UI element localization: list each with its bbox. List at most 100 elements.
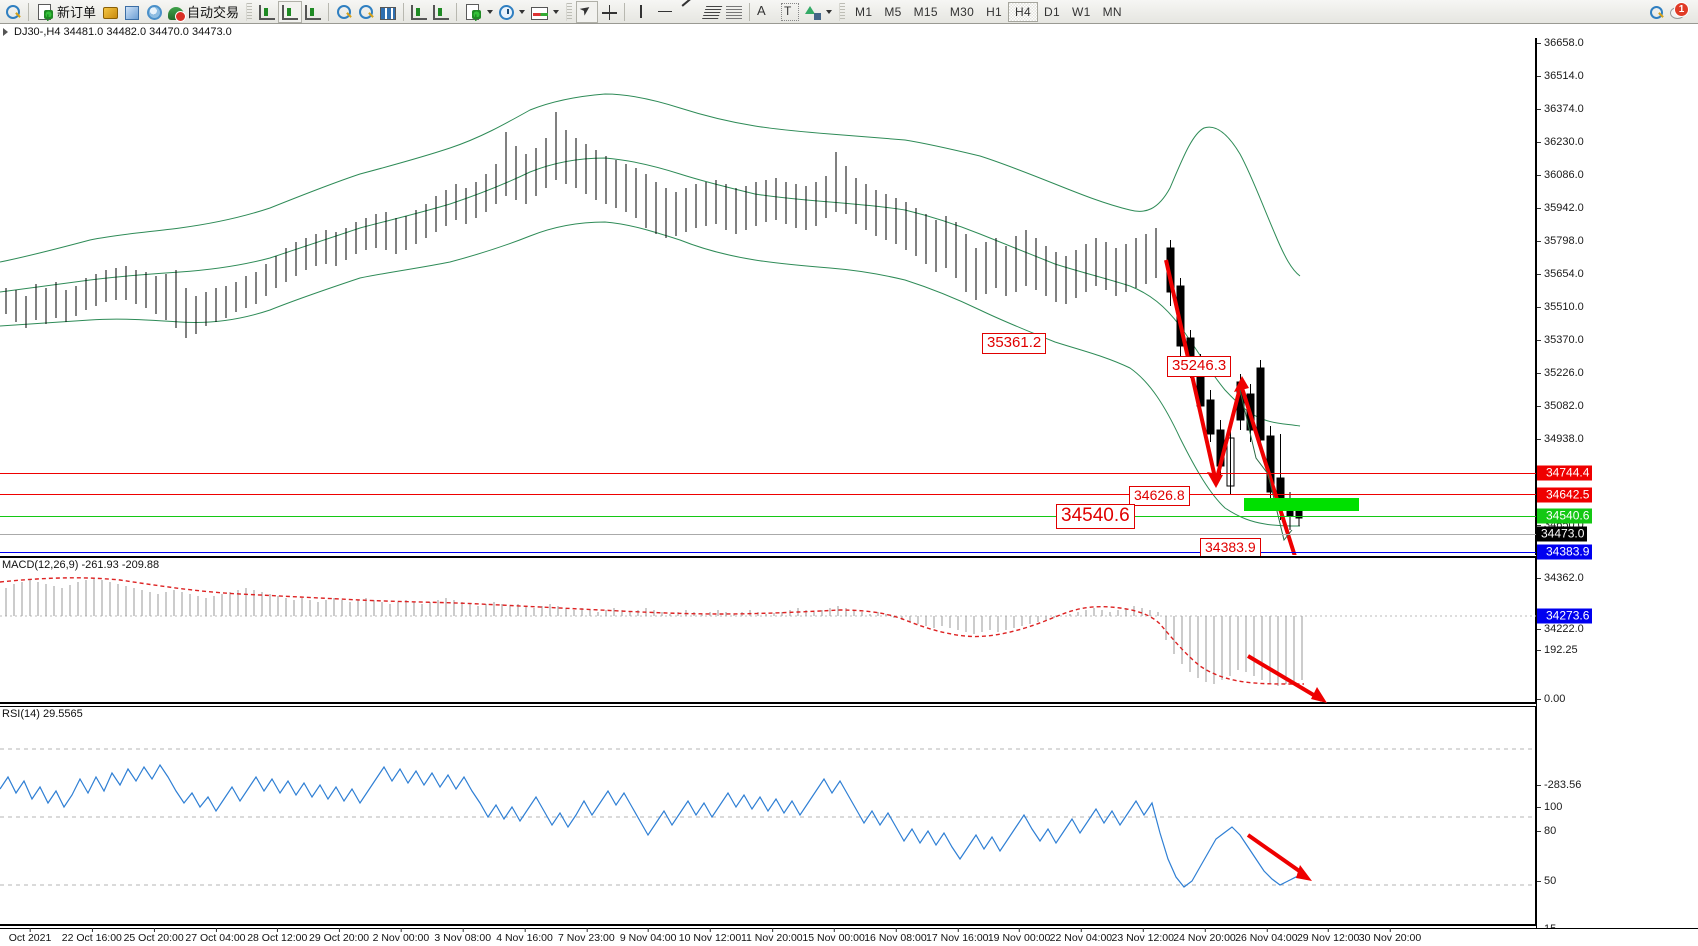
rsi-tick-100: 100 (1537, 801, 1562, 813)
price-tick: 35798.0 (1537, 235, 1584, 247)
new-order-button[interactable]: 新订单 (33, 1, 99, 23)
rsi-line (0, 763, 1305, 888)
vertical-line-button[interactable] (629, 1, 653, 23)
annotation-34540[interactable]: 34540.6 (1056, 504, 1135, 529)
price-tick: 35082.0 (1537, 400, 1584, 412)
macd-histogram (5, 578, 1303, 686)
chevron-down-icon-4[interactable] (826, 9, 833, 14)
period-button[interactable] (496, 1, 528, 23)
level-line-34642 (0, 494, 1536, 495)
shapes-icon (805, 6, 822, 20)
auto-trading-label: 自动交易 (187, 5, 240, 20)
market-watch-button[interactable] (121, 1, 143, 23)
timeframe-m5[interactable]: M5 (884, 4, 902, 19)
navigator-button[interactable] (143, 1, 165, 23)
timeframe-h1[interactable]: H1 (986, 4, 1003, 19)
price-tick: 34362.0 (1537, 572, 1584, 584)
price-level-label-34540[interactable]: 34540.6 (1537, 508, 1593, 524)
chart-container[interactable]: 35361.2 35246.3 34626.8 34540.6 34383.9 … (0, 37, 1698, 935)
time-label: 29 Oct 20:00 (309, 928, 370, 944)
bar-chart-button[interactable] (256, 1, 278, 23)
fibo-button[interactable] (701, 1, 723, 23)
toolbar-grip[interactable] (246, 2, 253, 21)
current-price-label-34473: 34473.0 (1537, 526, 1588, 542)
timeframe-w1[interactable]: W1 (1071, 4, 1091, 19)
price-level-label-34744[interactable]: 34744.4 (1537, 465, 1593, 481)
time-axis-continued[interactable]: 17 Nov 16:00 (0, 928, 1698, 946)
line-chart-button[interactable] (302, 1, 324, 23)
time-label: 23 Nov 12:00 (1111, 928, 1174, 944)
auto-scroll-button[interactable] (430, 1, 452, 23)
macd-tick-bottom: -283.56 (1537, 779, 1581, 791)
time-label: 15 Nov 00:00 (802, 928, 865, 944)
price-level-label-34273[interactable]: 34273.6 (1537, 608, 1593, 624)
price-tick: 36230.0 (1537, 136, 1584, 148)
new-order-label: 新订单 (57, 5, 97, 20)
fibo-f-button[interactable] (723, 1, 745, 23)
cursor-button[interactable] (576, 0, 599, 23)
chevron-down-icon[interactable] (487, 9, 494, 14)
price-level-label-34383[interactable]: 34383.9 (1537, 544, 1593, 560)
time-label: 16 Nov 08:00 (864, 928, 927, 944)
zoom-in-button[interactable] (333, 1, 355, 23)
candlestick-chart-button[interactable] (278, 0, 303, 23)
arrow-head-rsi (1296, 865, 1312, 881)
toolbar-grip-2[interactable] (566, 2, 573, 21)
search-button[interactable] (1645, 1, 1667, 23)
timeframe-m15[interactable]: M15 (913, 4, 938, 19)
chevron-down-icon-3[interactable] (553, 9, 560, 14)
down-arrow-rsi (1246, 833, 1307, 877)
horizontal-line-button[interactable] (653, 1, 677, 23)
annotation-34383[interactable]: 34383.9 (1200, 538, 1261, 558)
trendline-button[interactable] (677, 1, 701, 23)
scroll-left-icon[interactable] (2, 1, 24, 23)
bar-chart-icon (259, 5, 276, 20)
data-window-icon (380, 6, 397, 20)
add-indicator-button[interactable] (461, 1, 496, 23)
bollinger-middle-band (0, 157, 1301, 427)
chevron-down-icon-2[interactable] (519, 9, 526, 14)
candlestick-series (5, 112, 1303, 530)
trendline-icon (680, 3, 698, 21)
annotation-35246[interactable]: 35246.3 (1167, 356, 1232, 377)
timeframe-d1[interactable]: D1 (1044, 4, 1060, 19)
timeframe-h4[interactable]: H4 (1008, 1, 1038, 22)
alerts-button[interactable]: 1 (1667, 1, 1690, 23)
toolbar-divider-3 (403, 2, 405, 21)
zoom-out-button[interactable] (355, 1, 377, 23)
crosshair-button[interactable] (598, 1, 620, 23)
bollinger-upper-band (0, 93, 1301, 277)
data-window-button[interactable] (377, 1, 399, 23)
time-axis[interactable]: Oct 2021 22 Oct 16:00 25 Oct 20:00 27 Oct 0… (0, 928, 1698, 946)
gold-button[interactable] (99, 1, 121, 23)
rsi-pane[interactable]: RSI(14) 29.5565 (0, 706, 1536, 926)
price-tick: 36374.0 (1537, 103, 1584, 115)
auto-trading-button[interactable]: 自动交易 (165, 1, 242, 23)
label-button[interactable]: T (778, 1, 802, 23)
shapes-button[interactable] (802, 1, 835, 23)
toolbar-grip-3[interactable] (839, 2, 846, 21)
level-line-34744 (0, 473, 1536, 474)
timeframe-m1[interactable]: M1 (855, 4, 873, 19)
annotation-34626[interactable]: 34626.8 (1129, 486, 1190, 506)
macd-tick-zero: 0.00 (1537, 693, 1565, 705)
chart-shift-button[interactable] (408, 1, 430, 23)
down-projection-arrow-price (1240, 387, 1297, 555)
symbol-ohlc-text: DJ30-,H4 34481.0 34482.0 34470.0 34473.0 (14, 25, 232, 38)
time-label: 27 Oct 04:00 (185, 928, 246, 944)
price-axis-column[interactable]: 36658.0 36514.0 36374.0 36230.0 36086.0 … (1536, 37, 1698, 935)
up-correction-arrow-price (1214, 379, 1244, 483)
timeframe-m30[interactable]: M30 (949, 4, 975, 19)
macd-pane[interactable]: MACD(12,26,9) -261.93 -209.88 (0, 556, 1536, 704)
templates-icon (531, 6, 549, 20)
time-label: 22 Oct 16:00 (61, 928, 122, 944)
macd-indicator-label: MACD(12,26,9) -261.93 -209.88 (2, 559, 160, 571)
fibo-f-icon (726, 6, 743, 20)
templates-button[interactable] (528, 1, 562, 23)
timeframe-mn[interactable]: MN (1102, 4, 1122, 19)
annotation-35361[interactable]: 35361.2 (982, 333, 1047, 354)
price-pane[interactable]: 35361.2 35246.3 34626.8 34540.6 34383.9 (0, 38, 1536, 558)
price-level-label-34642[interactable]: 34642.5 (1537, 487, 1593, 503)
text-button[interactable]: A (754, 1, 778, 23)
